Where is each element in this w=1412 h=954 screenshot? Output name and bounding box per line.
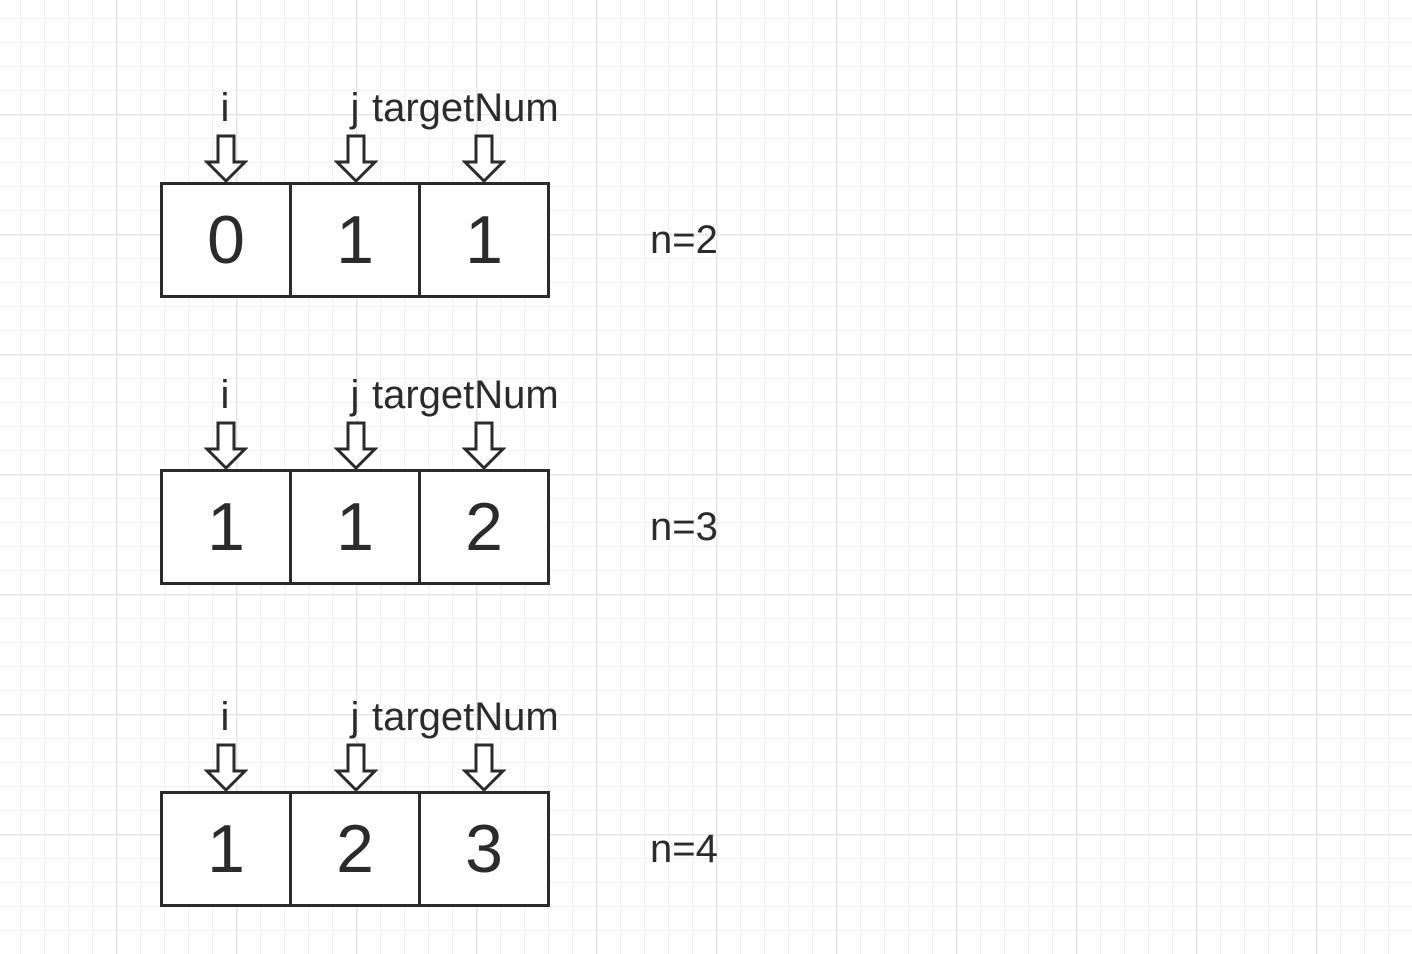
array-box: 1 1 2 bbox=[160, 469, 550, 585]
pointer-label-i: i bbox=[220, 695, 230, 739]
array-cell: 1 bbox=[289, 472, 418, 582]
down-arrow-icon bbox=[462, 134, 506, 184]
pointer-label-j: j bbox=[350, 373, 360, 417]
step-frame: i j targetNum 0 1 1 n=2 bbox=[150, 84, 770, 324]
down-arrow-icon bbox=[462, 421, 506, 471]
pointer-label-j: j bbox=[350, 86, 360, 130]
array-cell: 2 bbox=[418, 472, 547, 582]
array-cell: 1 bbox=[207, 811, 245, 887]
down-arrow-icon bbox=[204, 743, 248, 793]
down-arrow-icon bbox=[334, 421, 378, 471]
array-cell: 3 bbox=[418, 794, 547, 904]
array-cell: 0 bbox=[207, 202, 245, 278]
pointer-label-target: targetNum bbox=[372, 373, 559, 417]
down-arrow-icon bbox=[204, 421, 248, 471]
pointer-label-j: j bbox=[350, 695, 360, 739]
step-label: n=4 bbox=[650, 827, 718, 871]
pointer-label-target: targetNum bbox=[372, 695, 559, 739]
array-cell: 1 bbox=[289, 185, 418, 295]
step-label: n=3 bbox=[650, 505, 718, 549]
array-cell: 2 bbox=[289, 794, 418, 904]
step-frame: i j targetNum 1 2 3 n=4 bbox=[150, 693, 770, 933]
array-box: 0 1 1 bbox=[160, 182, 550, 298]
pointer-label-i: i bbox=[220, 373, 230, 417]
step-frame: i j targetNum 1 1 2 n=3 bbox=[150, 371, 770, 611]
down-arrow-icon bbox=[462, 743, 506, 793]
down-arrow-icon bbox=[334, 134, 378, 184]
array-cell: 1 bbox=[207, 489, 245, 565]
array-cell: 1 bbox=[418, 185, 547, 295]
array-box: 1 2 3 bbox=[160, 791, 550, 907]
step-label: n=2 bbox=[650, 218, 718, 262]
down-arrow-icon bbox=[204, 134, 248, 184]
down-arrow-icon bbox=[334, 743, 378, 793]
pointer-label-target: targetNum bbox=[372, 86, 559, 130]
pointer-label-i: i bbox=[220, 86, 230, 130]
